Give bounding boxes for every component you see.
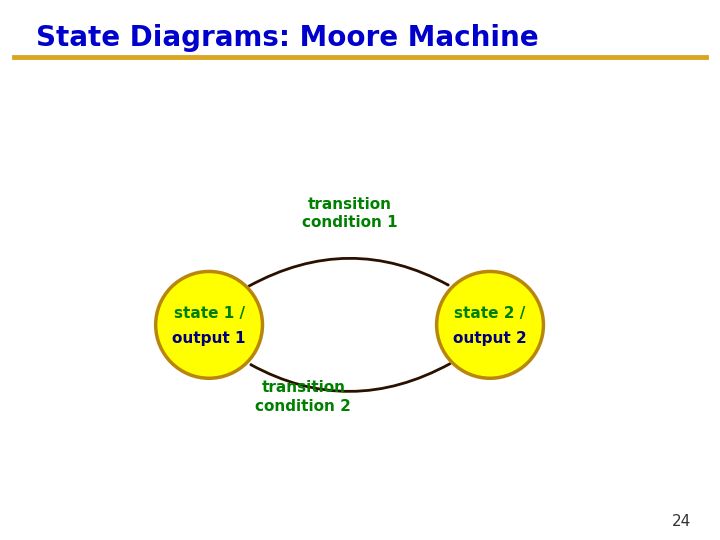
- Circle shape: [436, 272, 544, 378]
- Text: state 2 /: state 2 /: [454, 306, 526, 321]
- Text: transition
condition 2: transition condition 2: [256, 380, 351, 414]
- FancyArrowPatch shape: [251, 363, 450, 392]
- Text: transition
condition 1: transition condition 1: [302, 197, 397, 230]
- Text: output 2: output 2: [453, 332, 527, 346]
- Text: 24: 24: [672, 514, 691, 529]
- Text: state 1 /: state 1 /: [174, 306, 245, 321]
- Text: output 1: output 1: [172, 332, 246, 346]
- Circle shape: [156, 272, 263, 378]
- Text: State Diagrams: Moore Machine: State Diagrams: Moore Machine: [36, 24, 539, 52]
- FancyArrowPatch shape: [249, 258, 448, 286]
